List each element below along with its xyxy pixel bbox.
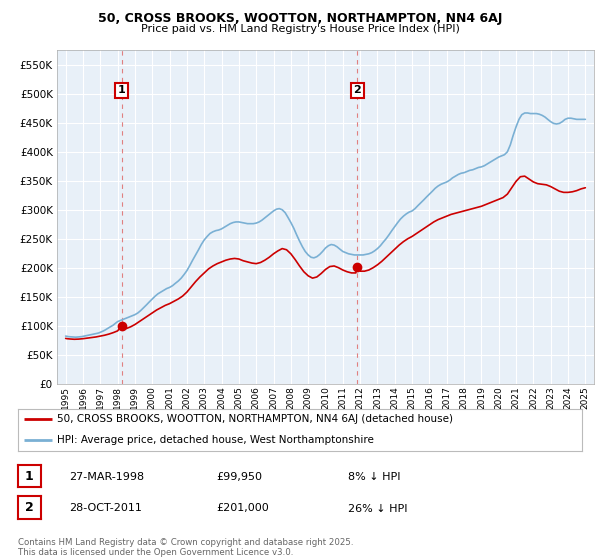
Text: £99,950: £99,950 xyxy=(216,472,262,482)
Text: 1: 1 xyxy=(118,85,125,95)
Text: 26% ↓ HPI: 26% ↓ HPI xyxy=(348,503,407,514)
Text: 28-OCT-2011: 28-OCT-2011 xyxy=(69,503,142,514)
Text: 50, CROSS BROOKS, WOOTTON, NORTHAMPTON, NN4 6AJ (detached house): 50, CROSS BROOKS, WOOTTON, NORTHAMPTON, … xyxy=(58,414,454,424)
Text: 1: 1 xyxy=(25,469,34,483)
Text: £201,000: £201,000 xyxy=(216,503,269,514)
Text: 50, CROSS BROOKS, WOOTTON, NORTHAMPTON, NN4 6AJ: 50, CROSS BROOKS, WOOTTON, NORTHAMPTON, … xyxy=(98,12,502,25)
Text: Contains HM Land Registry data © Crown copyright and database right 2025.
This d: Contains HM Land Registry data © Crown c… xyxy=(18,538,353,557)
Text: HPI: Average price, detached house, West Northamptonshire: HPI: Average price, detached house, West… xyxy=(58,435,374,445)
Text: Price paid vs. HM Land Registry's House Price Index (HPI): Price paid vs. HM Land Registry's House … xyxy=(140,24,460,34)
Text: 2: 2 xyxy=(25,501,34,514)
Text: 2: 2 xyxy=(353,85,361,95)
Text: 27-MAR-1998: 27-MAR-1998 xyxy=(69,472,144,482)
Text: 8% ↓ HPI: 8% ↓ HPI xyxy=(348,472,401,482)
